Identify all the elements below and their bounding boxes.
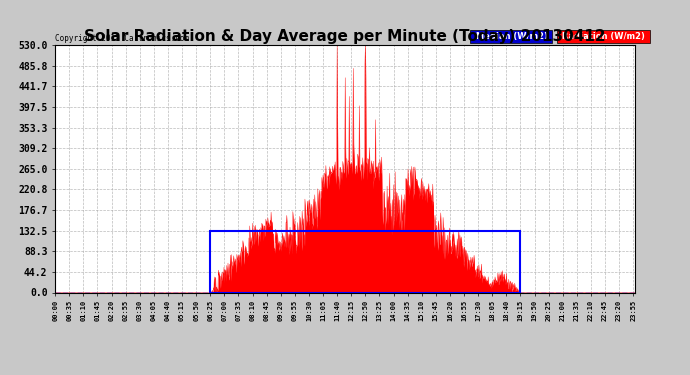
Text: Copyright 2013 Cartronics.com: Copyright 2013 Cartronics.com [55, 33, 189, 42]
Text: Radiation (W/m2): Radiation (W/m2) [560, 32, 648, 41]
Text: Median (W/m2): Median (W/m2) [473, 32, 550, 41]
Title: Solar Radiation & Day Average per Minute (Today) 20130412: Solar Radiation & Day Average per Minute… [84, 29, 606, 44]
Bar [210, 231, 520, 292]
